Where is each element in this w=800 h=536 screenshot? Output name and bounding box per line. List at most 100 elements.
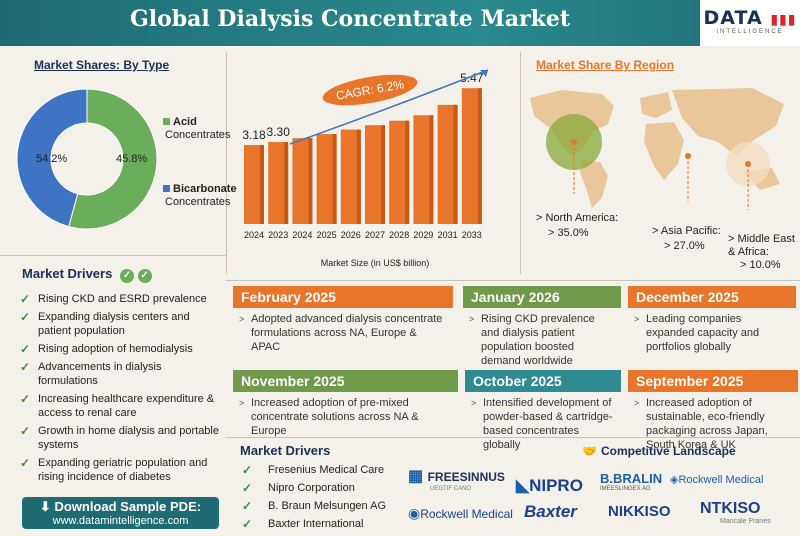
bar-2029 xyxy=(413,115,434,224)
trend-arrowhead xyxy=(480,70,488,77)
cagr-badge xyxy=(322,74,418,106)
timeline-text: > Intensified development of powder-based… xyxy=(471,397,613,451)
region-mea: > Middle East & Africa: > 10.0% xyxy=(728,233,795,271)
brand-logo-nikkiso: NIKKISO xyxy=(608,503,671,520)
brand-mark-icon: ▦ xyxy=(408,468,424,485)
page-title: Global Dialysis Concentrate Market xyxy=(129,6,571,32)
logo-subtext: INTELLIGENCE xyxy=(716,29,784,35)
x-tick-label: 2028 xyxy=(389,230,409,240)
map-europe xyxy=(640,92,672,118)
check-icon: ✓ xyxy=(20,424,31,438)
brand-logo-nipro: ◣NIPRO xyxy=(516,476,583,495)
timeline-card: January 2026 > Rising CKD prevalence and … xyxy=(463,286,621,368)
download-sample-button[interactable]: ⬇ Download Sample PDE: www.datamintellig… xyxy=(22,497,219,529)
x-tick-label: 2024 xyxy=(244,230,264,240)
arrow-icon: > xyxy=(634,398,640,408)
check-icon: ✓ xyxy=(20,360,31,374)
timeline-date: February 2025 xyxy=(233,286,453,308)
x-tick-label: 2026 xyxy=(341,230,361,240)
timeline-date: October 2025 xyxy=(465,370,621,392)
timeline-date: December 2025 xyxy=(628,286,796,308)
brand-mark-icon: ◣ xyxy=(516,476,530,495)
brand-logo-rockwell-2: ◉Rockwell Medical xyxy=(408,505,513,521)
check-badge-icon: ✓ xyxy=(137,269,152,283)
driver-item: ✓ Rising CKD and ESRD prevalence xyxy=(20,292,207,306)
check-icon: ✓ xyxy=(242,481,253,495)
company-item: ✓ Fresenius Medical Care xyxy=(242,463,385,477)
companies-title: Market Drivers xyxy=(240,443,331,458)
driver-item: ✓ Expanding geriatric population and risi… xyxy=(20,456,208,483)
check-icon: ✓ xyxy=(20,392,31,406)
map-asia xyxy=(672,88,784,156)
brand-logo-ntkiso: NTKISO Mancale Pranes xyxy=(700,500,771,525)
type-donut-chart: 54.2% 45.8% xyxy=(16,88,158,230)
x-tick-label: 2025 xyxy=(317,230,337,240)
bar-shade xyxy=(381,125,385,224)
brand-logo-freesinnus: ▦ FREESINNUS UEGTIF CANO xyxy=(408,468,505,492)
timeline-text: > Increased adoption of pre-mixed concent… xyxy=(239,397,419,437)
timeline-card: February 2025 > Adopted advanced dialysis… xyxy=(233,286,453,354)
trend-arrow xyxy=(289,69,489,145)
handshake-icon: 🤝 xyxy=(582,444,597,458)
bar-shade xyxy=(260,145,264,224)
timeline-text: > Increased adoption of sustainable, eco-… xyxy=(634,397,768,451)
brand-logo: DATA ▮▮▮ INTELLIGENCE xyxy=(700,0,800,46)
check-icon: ✓ xyxy=(20,310,31,324)
brand-logo-baxter: Baxter xyxy=(524,502,577,521)
check-icon: ✓ xyxy=(242,463,253,477)
by-type-title: Market Shares: By Type xyxy=(34,58,170,72)
divider xyxy=(226,280,800,281)
timeline-text: > Leading companies expanded capacity and… xyxy=(634,313,760,353)
data-label: 3.18 xyxy=(242,128,266,142)
legend-swatch xyxy=(163,118,170,125)
timeline-card: November 2025 > Increased adoption of pre… xyxy=(233,370,458,438)
timeline-card: December 2025 > Leading companies expande… xyxy=(628,286,796,354)
company-item: ✓ Nipro Corporation xyxy=(242,481,355,495)
bar-2025 xyxy=(316,134,337,224)
data-label: 3.30 xyxy=(267,125,291,139)
check-icon: ✓ xyxy=(20,292,31,306)
bar-2024 xyxy=(292,138,313,224)
company-item: ✓ Baxter International xyxy=(242,517,364,531)
divider xyxy=(226,52,227,274)
region-asia-pacific: > Asia Pacific: > 27.0% xyxy=(652,225,721,252)
timeline-text: > Rising CKD prevalence and dialysis pati… xyxy=(469,313,595,367)
bar-shade xyxy=(405,120,410,224)
timeline-date: November 2025 xyxy=(233,370,458,392)
bar-2031 xyxy=(437,104,458,224)
bar-2033 xyxy=(461,88,482,224)
bar-group xyxy=(244,88,482,224)
check-icon: ✓ xyxy=(242,499,253,513)
arrow-icon: > xyxy=(471,398,477,408)
bar-shade xyxy=(453,104,458,224)
arrow-icon: > xyxy=(634,314,640,324)
driver-item: ✓ Expanding dialysis centers and patient … xyxy=(20,310,190,337)
x-tick-label: 2033 xyxy=(462,230,482,240)
header-banner: Global Dialysis Concentrate Market DATA … xyxy=(0,0,800,46)
bar-shade xyxy=(477,88,482,224)
map-africa xyxy=(644,122,684,180)
map-south-america xyxy=(580,160,608,208)
driver-item: ✓ Increasing healthcare expenditure & acc… xyxy=(20,392,215,419)
bar-shade xyxy=(356,129,361,224)
driver-item: ✓ Rising adoption of hemodialysis xyxy=(20,342,193,356)
download-url[interactable]: www.datamintelligence.com xyxy=(52,515,189,527)
check-badge-icon: ✓ xyxy=(119,269,134,283)
legend-swatch xyxy=(163,185,170,192)
donut-slice-bicarbonate xyxy=(16,88,88,228)
x-tick-label: 2023 xyxy=(268,230,288,240)
download-label: ⬇ Download Sample PDE: xyxy=(39,499,202,514)
bar-2028 xyxy=(389,120,410,224)
bar-2023 xyxy=(268,142,289,224)
divider xyxy=(0,255,226,256)
arrow-icon: > xyxy=(239,314,245,324)
arrow-icon: > xyxy=(469,314,475,324)
company-item: ✓ B. Braun Melsungen AG xyxy=(242,499,387,513)
x-tick-labels: 2024 2023 2024 2025 2026 2027 2028 2029 2031 2033 xyxy=(244,230,482,240)
download-icon: ⬇ xyxy=(39,499,51,514)
timeline-date: September 2025 xyxy=(628,370,798,392)
donut-label-acid: 54.2% xyxy=(36,153,67,165)
logo-text: DATA ▮▮▮ xyxy=(703,7,797,29)
region-title: Market Share By Region xyxy=(536,58,675,72)
arrow-icon: > xyxy=(239,398,245,408)
